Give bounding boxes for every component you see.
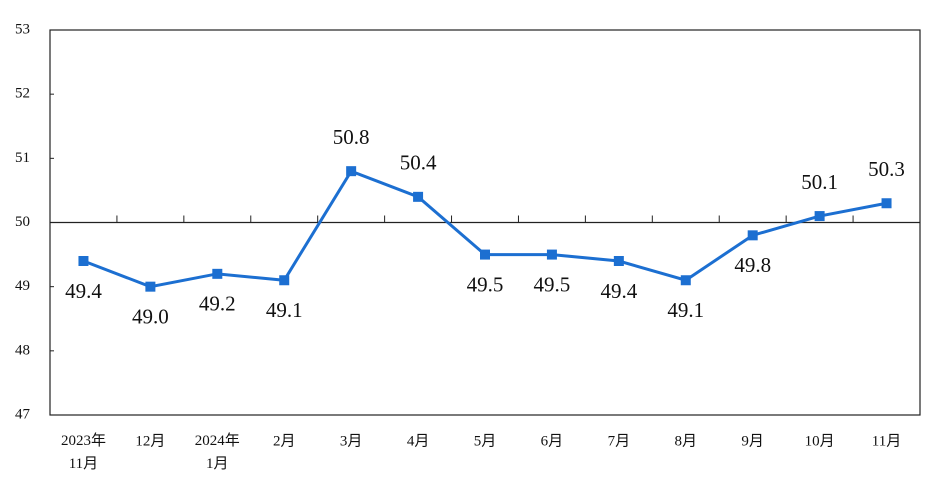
data-label: 49.8 bbox=[734, 253, 771, 277]
x-tick-label: 7月 bbox=[608, 433, 631, 449]
point-marker bbox=[613, 256, 624, 266]
data-label: 50.4 bbox=[400, 151, 437, 175]
point-marker bbox=[680, 275, 691, 286]
point-marker bbox=[145, 281, 156, 292]
data-label: 49.1 bbox=[667, 298, 704, 322]
data-label: 50.1 bbox=[801, 170, 838, 194]
y-tick-label: 50 bbox=[15, 214, 30, 230]
point-marker bbox=[346, 166, 357, 177]
point-marker bbox=[480, 249, 490, 260]
data-label: 49.5 bbox=[534, 272, 571, 296]
x-tick-label: 9月 bbox=[741, 433, 764, 449]
point-marker bbox=[212, 268, 223, 279]
y-tick-label: 47 bbox=[15, 406, 31, 422]
data-label: 50.3 bbox=[868, 157, 905, 181]
x-tick-label: 2月 bbox=[273, 433, 296, 449]
x-tick-label: 11月 bbox=[872, 433, 901, 449]
data-label: 50.8 bbox=[333, 125, 370, 149]
data-label: 49.1 bbox=[266, 298, 303, 322]
x-tick-label: 12月 bbox=[135, 433, 165, 449]
x-tick-label: 5月 bbox=[474, 433, 497, 449]
y-tick-label: 52 bbox=[15, 86, 30, 102]
x-tick-label: 2024年 1月 bbox=[195, 432, 240, 472]
data-label: 49.4 bbox=[65, 279, 102, 303]
point-marker bbox=[279, 275, 290, 286]
point-marker bbox=[413, 191, 424, 202]
y-tick-label: 49 bbox=[15, 278, 30, 294]
data-label: 49.2 bbox=[199, 292, 236, 316]
data-label: 49.0 bbox=[132, 304, 169, 328]
point-marker bbox=[747, 230, 758, 241]
y-tick-label: 53 bbox=[15, 21, 30, 37]
point-marker bbox=[546, 249, 557, 260]
point-marker bbox=[814, 211, 825, 222]
data-label: 49.4 bbox=[600, 279, 637, 303]
x-tick-label: 3月 bbox=[340, 433, 363, 449]
y-tick-label: 48 bbox=[15, 342, 30, 358]
x-tick-label: 8月 bbox=[675, 433, 698, 449]
x-tick-label: 10月 bbox=[805, 433, 835, 449]
x-tick-label: 4月 bbox=[407, 433, 430, 449]
data-label: 49.5 bbox=[467, 272, 504, 296]
x-tick-label: 6月 bbox=[541, 433, 564, 449]
point-marker bbox=[881, 198, 892, 209]
x-tick-label: 2023年 11月 bbox=[61, 432, 106, 472]
point-marker bbox=[78, 256, 89, 266]
y-tick-label: 51 bbox=[15, 150, 30, 166]
